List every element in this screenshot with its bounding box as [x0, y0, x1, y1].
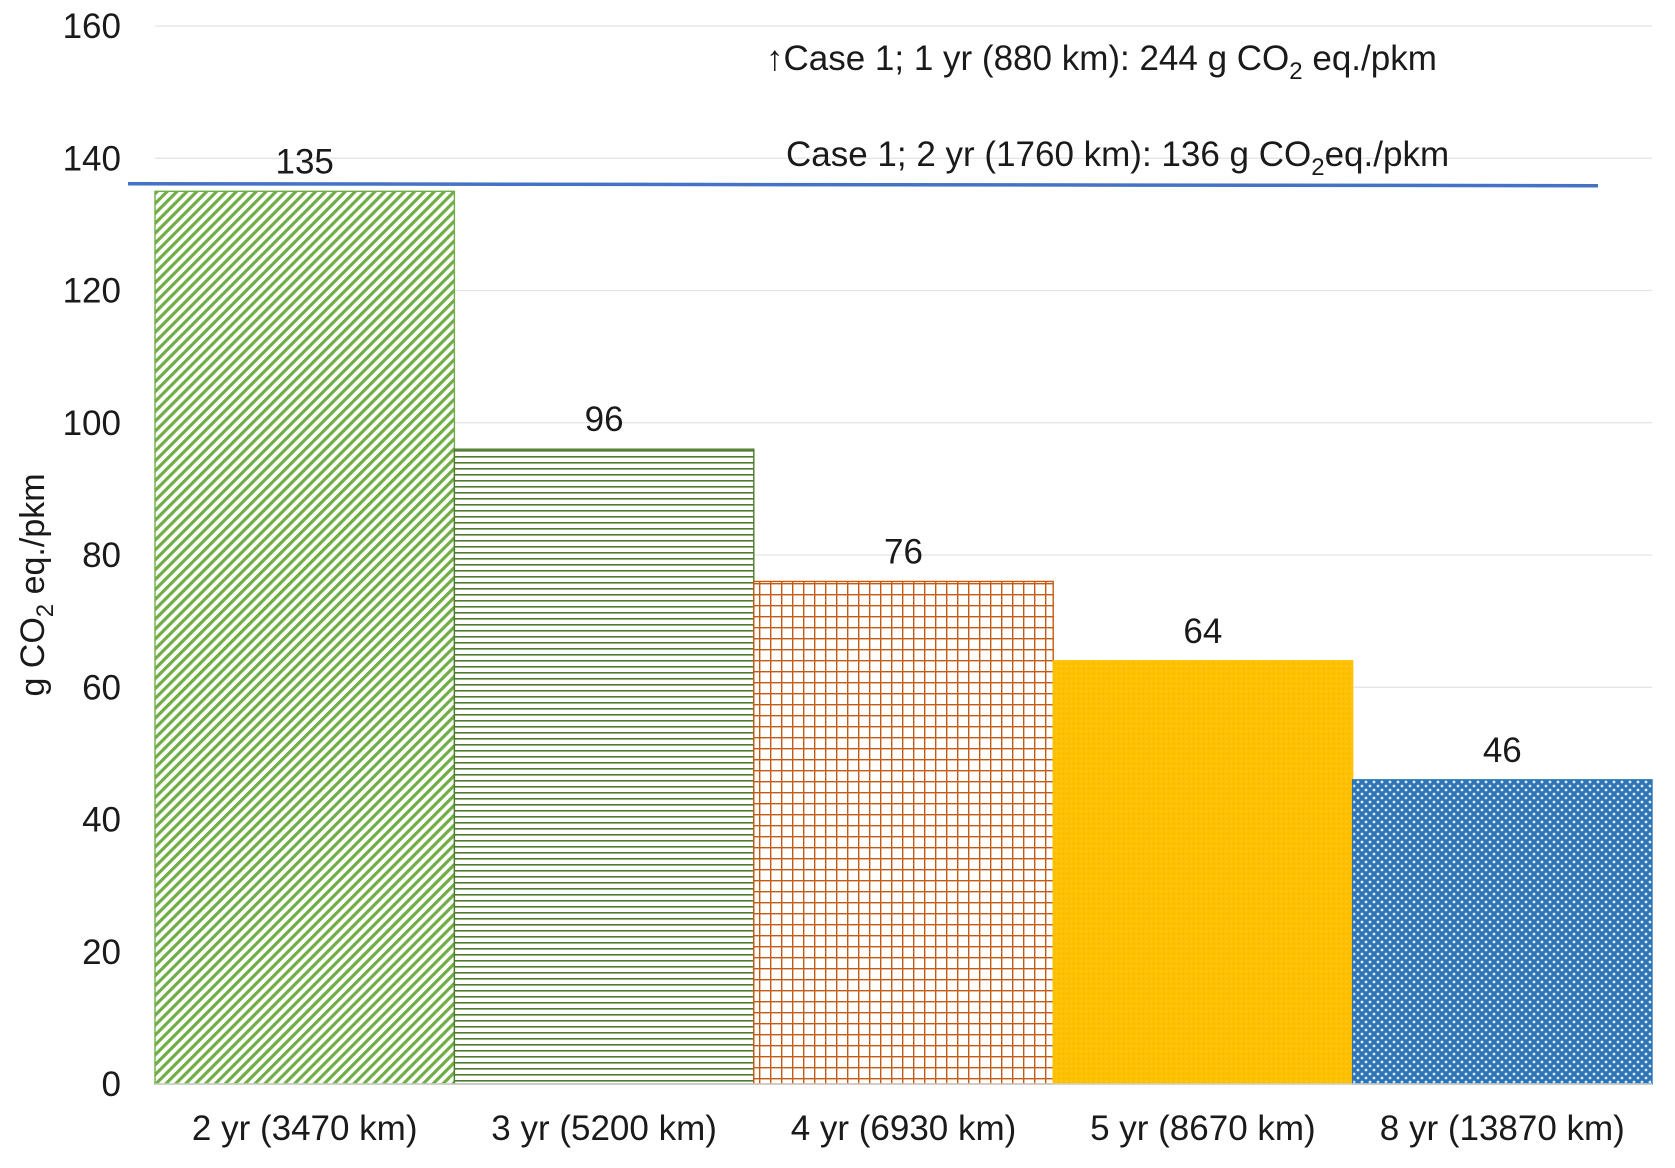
y-tick-label: 100: [63, 404, 121, 443]
y-tick-label: 40: [82, 801, 121, 840]
bar-value-label: 76: [884, 532, 923, 571]
bar-value-label: 96: [585, 400, 624, 439]
bar-5: [1351, 779, 1653, 1085]
y-axis-title: g CO2 eq./pkm: [14, 473, 59, 696]
bar-value-label: 46: [1483, 731, 1522, 770]
bars: [154, 190, 1653, 1085]
bar-value-label: 64: [1183, 612, 1222, 651]
annotation-case1-2yr: Case 1; 2 yr (1760 km): 136 g CO2eq./pkm: [786, 135, 1449, 181]
axes: 0 20 40 60 80 100 120 140 160 g CO2 eq./pkm: [14, 7, 1652, 1104]
y-tick-label: 140: [63, 139, 121, 178]
y-tick-label: 0: [102, 1065, 121, 1104]
bar-2: [453, 448, 755, 1085]
y-tick-label: 120: [63, 272, 121, 311]
annotations: ↑Case 1; 1 yr (880 km): 244 g CO2 eq./pk…: [127, 39, 1599, 188]
bar-1: [154, 190, 456, 1085]
x-category-label: 2 yr (3470 km): [192, 1109, 418, 1148]
labels: 135 2 yr (3470 km) 96 3 yr (5200 km) 76 4 yr …: [192, 142, 1625, 1148]
y-tick-label: 80: [82, 536, 121, 575]
y-tick-label: 60: [82, 668, 121, 707]
y-tick-label: 20: [82, 933, 121, 972]
x-category-label: 8 yr (13870 km): [1380, 1109, 1625, 1148]
x-category-label: 3 yr (5200 km): [491, 1109, 717, 1148]
x-category-label: 5 yr (8670 km): [1090, 1109, 1316, 1148]
bar-value-label: 135: [275, 142, 333, 181]
bar-3: [753, 580, 1054, 1085]
up-arrow-icon: ↑: [766, 39, 784, 78]
bar-4: [1052, 660, 1354, 1085]
reference-line: [127, 181, 1599, 188]
x-category-label: 4 yr (6930 km): [791, 1109, 1017, 1148]
annotation-case1-1yr: ↑Case 1; 1 yr (880 km): 244 g CO2 eq./pk…: [766, 39, 1437, 85]
y-tick-label: 160: [63, 7, 121, 46]
